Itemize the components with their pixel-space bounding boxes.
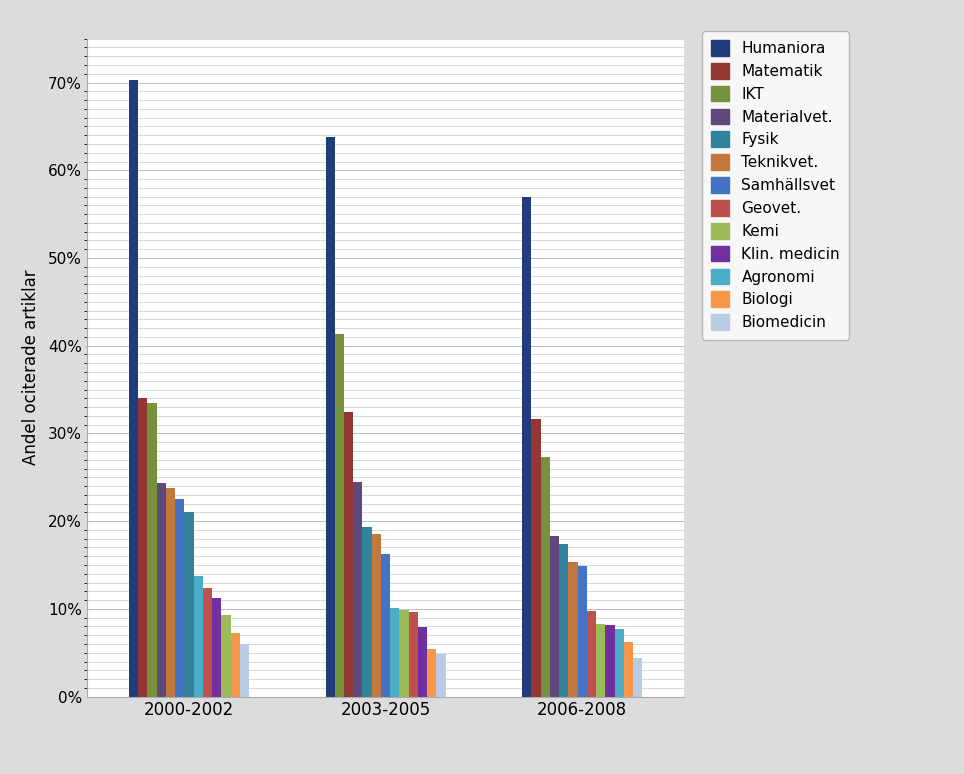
Bar <box>335 334 344 697</box>
Bar <box>353 481 362 697</box>
Bar <box>427 649 437 697</box>
Bar <box>326 137 335 697</box>
Bar <box>605 625 614 697</box>
Bar <box>399 610 409 697</box>
Bar <box>240 644 249 697</box>
Bar <box>569 563 577 697</box>
Bar <box>577 566 587 697</box>
Y-axis label: Andel ociterade artiklar: Andel ociterade artiklar <box>21 270 40 465</box>
Bar <box>522 197 531 697</box>
Bar <box>381 553 390 697</box>
Bar <box>175 499 184 697</box>
Bar <box>194 577 202 697</box>
Bar <box>184 512 194 697</box>
Bar <box>418 627 427 697</box>
Bar <box>587 611 596 697</box>
Bar <box>624 642 633 697</box>
Bar <box>202 587 212 697</box>
Bar <box>596 624 605 697</box>
Bar <box>222 615 230 697</box>
Bar <box>633 658 642 697</box>
Bar <box>409 611 418 697</box>
Bar <box>559 544 569 697</box>
Bar <box>531 420 541 697</box>
Bar <box>614 629 624 697</box>
Bar <box>230 632 240 697</box>
Bar <box>372 534 381 697</box>
Bar <box>390 608 399 697</box>
Bar <box>166 488 175 697</box>
Bar <box>212 598 222 697</box>
Bar <box>549 536 559 697</box>
Bar <box>129 80 138 697</box>
Bar <box>437 653 445 697</box>
Bar <box>344 412 353 697</box>
Legend: Humaniora, Matematik, IKT, Materialvet., Fysik, Teknikvet., Samhällsvet, Geovet.: Humaniora, Matematik, IKT, Materialvet.,… <box>702 31 849 340</box>
Bar <box>147 402 157 697</box>
Bar <box>157 484 166 697</box>
Bar <box>362 527 372 697</box>
Bar <box>138 399 147 697</box>
Bar <box>541 457 549 697</box>
